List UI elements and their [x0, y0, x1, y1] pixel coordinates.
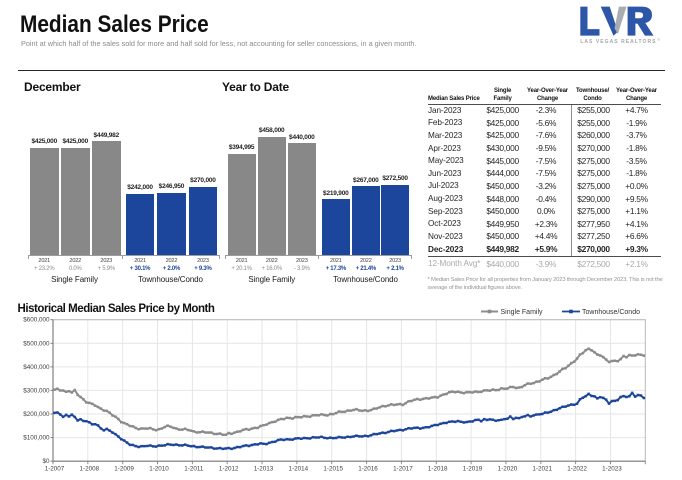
svg-text:$400,000: $400,000 — [23, 364, 50, 371]
svg-text:1-2008: 1-2008 — [79, 466, 99, 473]
svg-text:$300,000: $300,000 — [23, 387, 50, 394]
svg-text:$500,000: $500,000 — [23, 340, 50, 347]
svg-text:1-2017: 1-2017 — [393, 466, 413, 473]
svg-text:1-2020: 1-2020 — [498, 466, 518, 473]
svg-text:1-2011: 1-2011 — [184, 466, 204, 473]
svg-text:Townhouse/Condo: Townhouse/Condo — [582, 309, 640, 316]
svg-text:$200,000: $200,000 — [23, 411, 50, 418]
svg-text:®: ® — [658, 38, 661, 42]
svg-text:1-2010: 1-2010 — [149, 466, 169, 473]
svg-text:1-2023: 1-2023 — [602, 466, 622, 473]
svg-text:$600,000: $600,000 — [23, 317, 50, 324]
svg-text:LAS VEGAS REALTORS: LAS VEGAS REALTORS — [580, 39, 656, 45]
svg-text:1-2009: 1-2009 — [114, 466, 134, 473]
svg-text:1-2012: 1-2012 — [219, 466, 239, 473]
svg-text:$0: $0 — [42, 458, 50, 465]
svg-text:1-2018: 1-2018 — [428, 466, 448, 473]
svg-text:1-2015: 1-2015 — [323, 466, 343, 473]
svg-text:1-2016: 1-2016 — [358, 466, 378, 473]
svg-text:1-2022: 1-2022 — [567, 466, 587, 473]
svg-text:1-2013: 1-2013 — [254, 466, 274, 473]
svg-text:1-2021: 1-2021 — [532, 466, 552, 473]
svg-text:1-2019: 1-2019 — [463, 466, 483, 473]
svg-text:1-2007: 1-2007 — [45, 466, 65, 473]
svg-text:1-2014: 1-2014 — [288, 466, 308, 473]
svg-text:$100,000: $100,000 — [23, 435, 50, 442]
svg-text:Single Family: Single Family — [501, 309, 544, 316]
